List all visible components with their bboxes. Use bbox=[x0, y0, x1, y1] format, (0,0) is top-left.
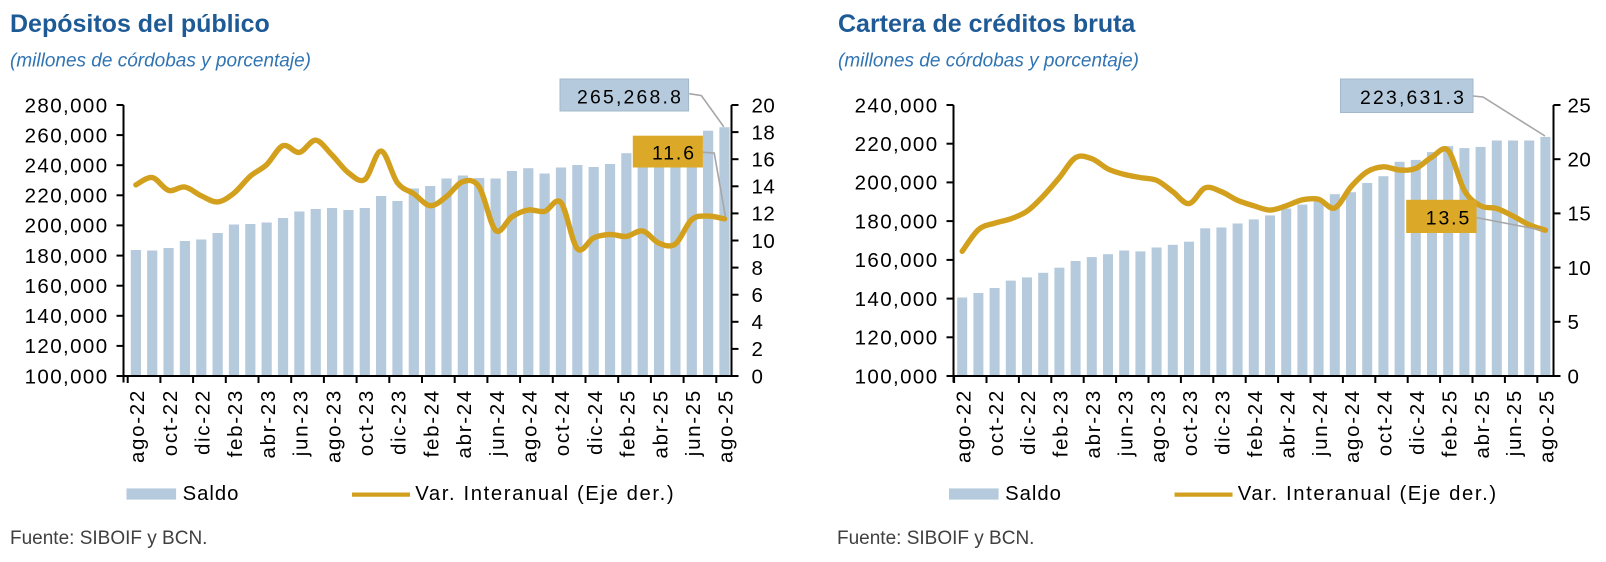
svg-text:5: 5 bbox=[1568, 311, 1580, 334]
svg-text:18: 18 bbox=[752, 121, 776, 144]
svg-text:240,000: 240,000 bbox=[855, 94, 939, 117]
svg-text:oct-22: oct-22 bbox=[159, 389, 182, 456]
svg-text:200,000: 200,000 bbox=[855, 172, 939, 195]
svg-text:13.5: 13.5 bbox=[1426, 208, 1471, 230]
svg-text:0: 0 bbox=[752, 365, 764, 388]
svg-text:feb-25: feb-25 bbox=[617, 389, 640, 457]
svg-text:120,000: 120,000 bbox=[25, 335, 109, 358]
svg-text:220,000: 220,000 bbox=[855, 133, 939, 156]
svg-text:25: 25 bbox=[1568, 94, 1592, 117]
svg-text:4: 4 bbox=[752, 311, 764, 334]
svg-text:oct-24: oct-24 bbox=[1374, 389, 1397, 456]
svg-text:(millones de córdobas y porcen: (millones de córdobas y porcentaje) bbox=[10, 51, 311, 72]
svg-text:feb-23: feb-23 bbox=[1050, 389, 1073, 457]
svg-text:ago-22: ago-22 bbox=[126, 389, 149, 463]
svg-text:11.6: 11.6 bbox=[652, 142, 696, 164]
svg-text:dic-22: dic-22 bbox=[1017, 389, 1040, 455]
svg-text:160,000: 160,000 bbox=[855, 249, 939, 272]
svg-text:180,000: 180,000 bbox=[855, 210, 939, 233]
svg-text:jun-25: jun-25 bbox=[1503, 389, 1526, 457]
svg-text:oct-23: oct-23 bbox=[1179, 389, 1202, 456]
svg-text:180,000: 180,000 bbox=[25, 245, 109, 268]
svg-text:10: 10 bbox=[752, 230, 776, 253]
svg-text:ago-22: ago-22 bbox=[952, 389, 975, 463]
svg-text:20: 20 bbox=[752, 94, 776, 117]
svg-text:ago-24: ago-24 bbox=[1341, 389, 1364, 463]
svg-text:16: 16 bbox=[752, 149, 776, 172]
svg-text:Var. Interanual (Eje der.): Var. Interanual (Eje der.) bbox=[415, 483, 675, 505]
svg-text:100,000: 100,000 bbox=[855, 365, 939, 388]
svg-text:oct-23: oct-23 bbox=[355, 389, 378, 456]
svg-text:0: 0 bbox=[1568, 365, 1580, 388]
svg-text:feb-25: feb-25 bbox=[1438, 389, 1461, 457]
svg-text:abr-23: abr-23 bbox=[257, 389, 280, 458]
svg-text:260,000: 260,000 bbox=[25, 124, 109, 147]
svg-text:Saldo: Saldo bbox=[1005, 483, 1062, 505]
svg-text:ago-23: ago-23 bbox=[322, 389, 345, 463]
svg-text:Depósitos del público: Depósitos del público bbox=[10, 10, 270, 38]
svg-text:ago-25: ago-25 bbox=[715, 389, 738, 463]
svg-text:jun-23: jun-23 bbox=[1114, 389, 1137, 457]
svg-text:ago-25: ago-25 bbox=[1536, 389, 1559, 463]
svg-text:ago-24: ago-24 bbox=[519, 389, 542, 463]
svg-text:feb-23: feb-23 bbox=[224, 389, 247, 457]
svg-text:feb-24: feb-24 bbox=[420, 389, 443, 457]
svg-text:200,000: 200,000 bbox=[25, 215, 109, 238]
svg-text:abr-23: abr-23 bbox=[1082, 389, 1105, 458]
svg-text:Fuente: SIBOIF y BCN.: Fuente: SIBOIF y BCN. bbox=[837, 528, 1034, 549]
svg-text:223,631.3: 223,631.3 bbox=[1360, 87, 1466, 109]
svg-text:dic-22: dic-22 bbox=[192, 389, 215, 455]
svg-text:Saldo: Saldo bbox=[183, 483, 240, 505]
svg-text:14: 14 bbox=[752, 176, 776, 199]
svg-text:15: 15 bbox=[1568, 203, 1592, 226]
svg-text:jun-25: jun-25 bbox=[682, 389, 705, 457]
svg-text:2: 2 bbox=[752, 338, 764, 361]
svg-text:abr-25: abr-25 bbox=[649, 389, 672, 458]
svg-text:dic-24: dic-24 bbox=[584, 389, 607, 455]
svg-text:265,268.8: 265,268.8 bbox=[577, 86, 683, 108]
svg-text:abr-25: abr-25 bbox=[1471, 389, 1494, 458]
svg-text:8: 8 bbox=[752, 257, 764, 280]
svg-text:160,000: 160,000 bbox=[25, 275, 109, 298]
svg-text:oct-24: oct-24 bbox=[551, 389, 574, 456]
svg-text:jun-24: jun-24 bbox=[486, 389, 509, 457]
svg-text:jun-23: jun-23 bbox=[290, 389, 313, 457]
svg-text:12: 12 bbox=[752, 203, 776, 226]
svg-text:280,000: 280,000 bbox=[25, 94, 109, 117]
svg-text:(millones de córdobas y porcen: (millones de córdobas y porcentaje) bbox=[838, 51, 1139, 72]
svg-text:ago-23: ago-23 bbox=[1147, 389, 1170, 463]
svg-text:140,000: 140,000 bbox=[855, 288, 939, 311]
svg-text:10: 10 bbox=[1568, 257, 1592, 280]
svg-text:140,000: 140,000 bbox=[25, 305, 109, 328]
svg-text:dic-23: dic-23 bbox=[388, 389, 411, 455]
svg-text:20: 20 bbox=[1568, 149, 1592, 172]
svg-text:Cartera de créditos bruta: Cartera de créditos bruta bbox=[838, 10, 1136, 38]
svg-text:120,000: 120,000 bbox=[855, 327, 939, 350]
svg-text:dic-24: dic-24 bbox=[1406, 389, 1429, 455]
svg-text:6: 6 bbox=[752, 284, 764, 307]
svg-text:240,000: 240,000 bbox=[25, 155, 109, 178]
svg-text:abr-24: abr-24 bbox=[453, 389, 476, 458]
svg-text:Fuente: SIBOIF y BCN.: Fuente: SIBOIF y BCN. bbox=[10, 528, 207, 549]
svg-text:dic-23: dic-23 bbox=[1212, 389, 1235, 455]
svg-text:oct-22: oct-22 bbox=[985, 389, 1008, 456]
svg-text:Var. Interanual (Eje der.): Var. Interanual (Eje der.) bbox=[1238, 483, 1498, 505]
svg-text:abr-24: abr-24 bbox=[1276, 389, 1299, 458]
svg-text:100,000: 100,000 bbox=[25, 365, 109, 388]
svg-text:jun-24: jun-24 bbox=[1309, 389, 1332, 457]
svg-text:feb-24: feb-24 bbox=[1244, 389, 1267, 457]
svg-text:220,000: 220,000 bbox=[25, 185, 109, 208]
